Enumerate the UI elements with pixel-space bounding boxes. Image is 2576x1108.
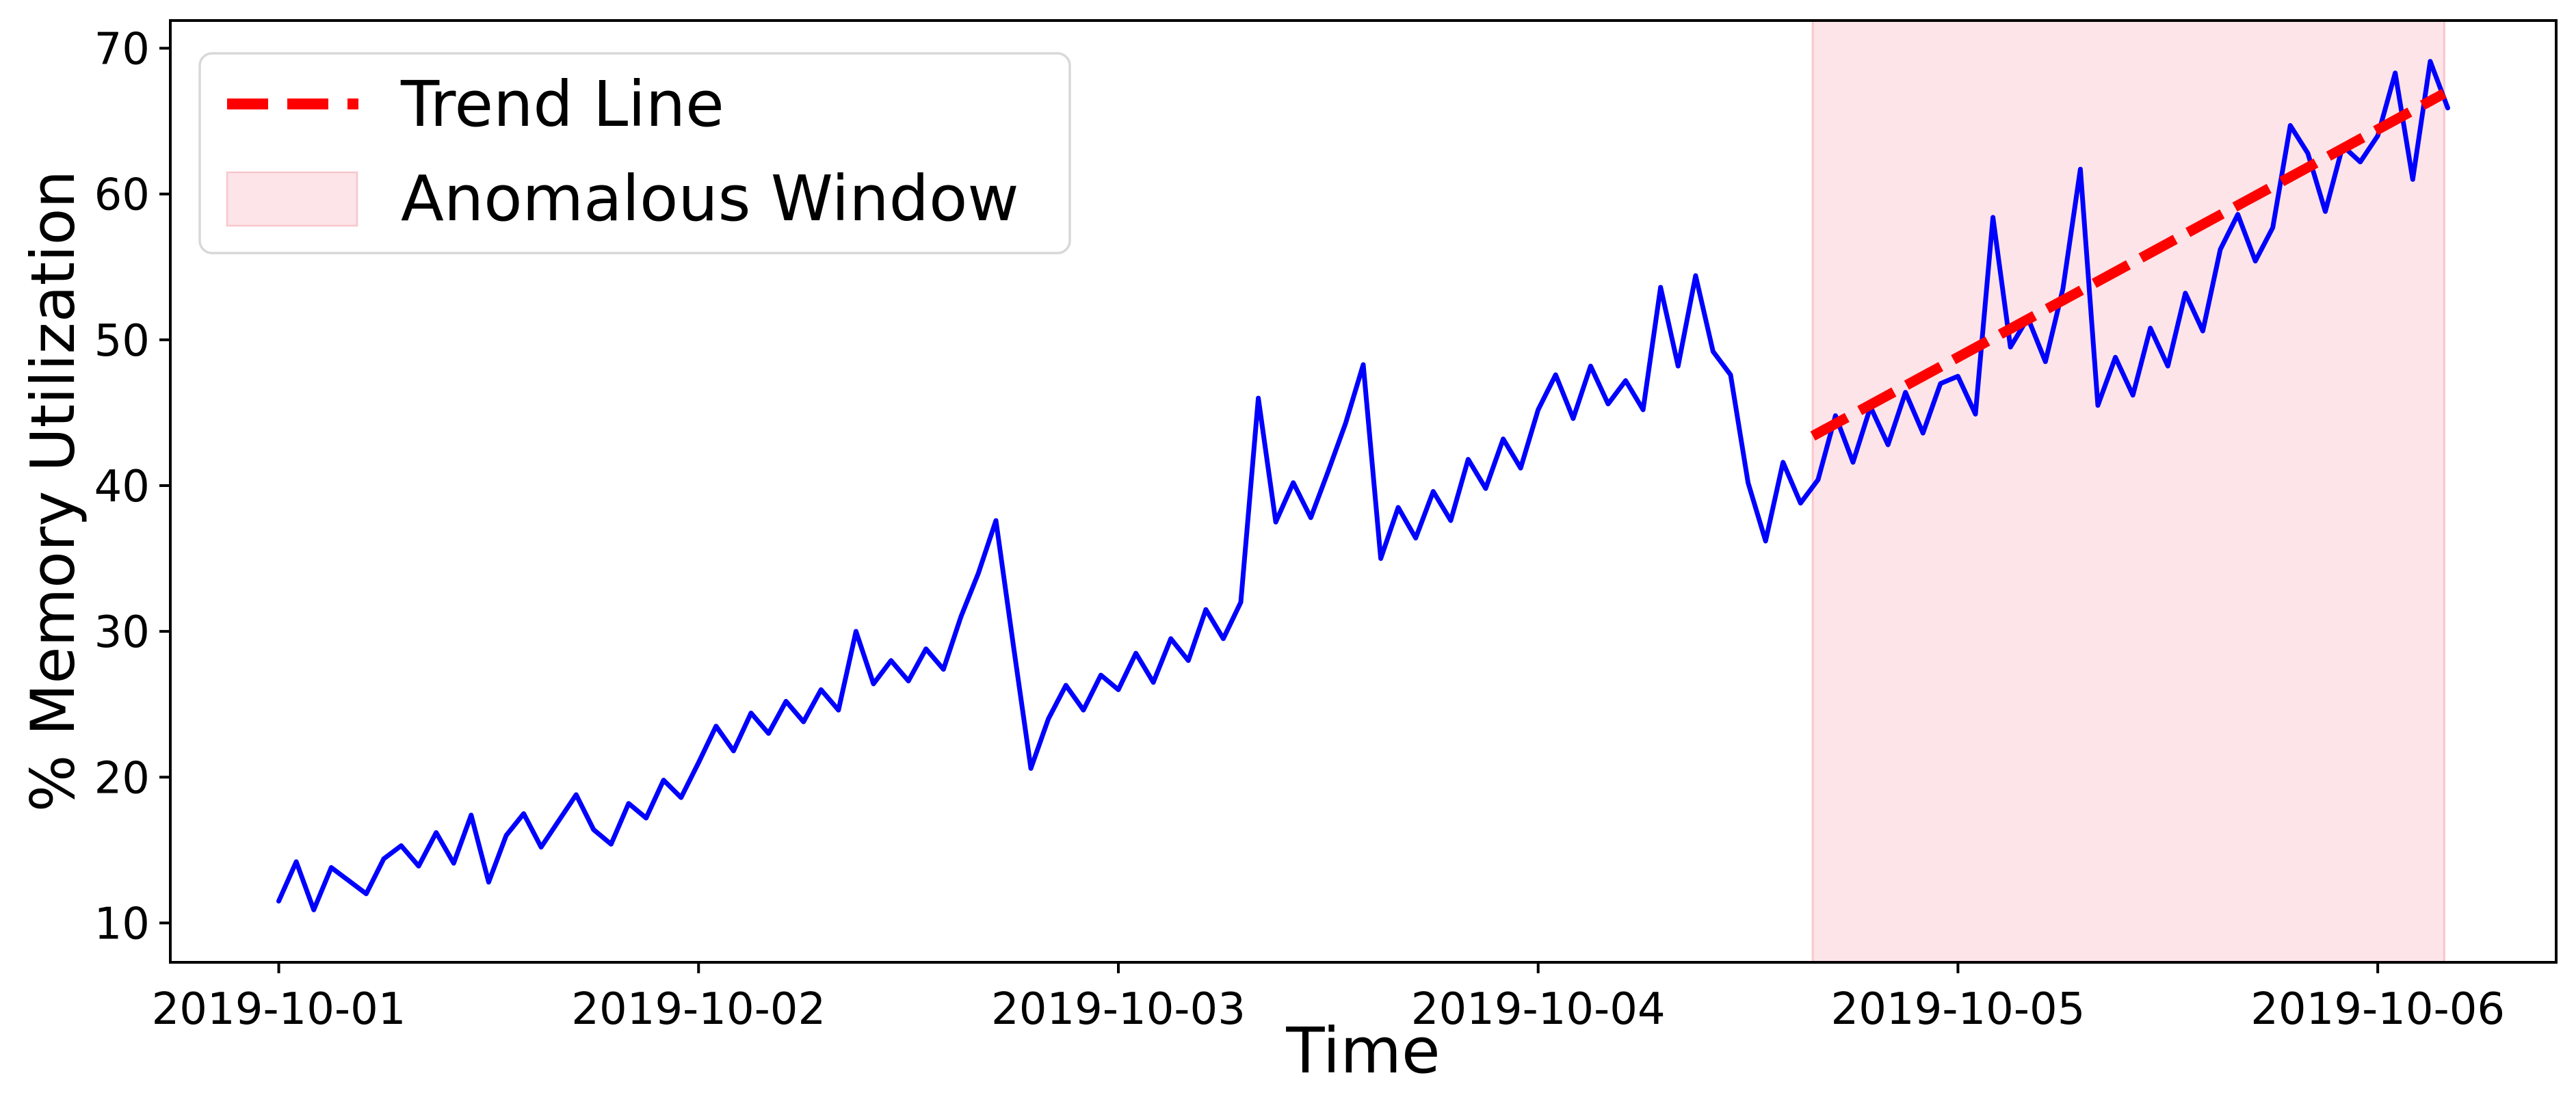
legend-trend-line-label: Trend Line [400,68,724,141]
y-tick-label: 20 [94,753,150,804]
x-tick-label: 2019-10-01 [152,984,406,1035]
legend-box [198,52,1071,254]
x-axis-ticks: 2019-10-01 2019-10-02 2019-10-03 2019-10-04… [152,962,2505,1035]
y-axis-ticks: 10 20 30 40 50 60 70 [94,25,170,949]
y-tick-label: 70 [94,25,150,75]
x-axis-title: Time [1285,1014,1440,1087]
y-tick-label: 60 [94,170,150,221]
legend-anomalous-window-swatch [226,171,358,227]
memory-utilization-line [276,59,2450,912]
trend-line [1810,88,2447,441]
y-tick-label: 50 [94,316,150,367]
x-tick-label: 2019-10-02 [571,984,826,1035]
x-tick-label: 2019-10-04 [1411,984,1666,1035]
x-tick-label: 2019-10-05 [1830,984,2085,1035]
plot-border [169,19,2558,964]
anomalous-window-region [1813,21,2445,962]
x-tick-label: 2019-10-03 [991,984,1246,1035]
y-axis-title: % Memory Utilization [18,170,88,812]
y-tick-label: 40 [94,462,150,512]
x-tick-label: 2019-10-06 [2250,984,2505,1035]
y-tick-label: 30 [94,607,150,658]
legend: Trend Line Anomalous Window [198,52,1071,254]
legend-anomalous-window-label: Anomalous Window [401,162,1019,235]
y-tick-label: 10 [94,899,150,949]
